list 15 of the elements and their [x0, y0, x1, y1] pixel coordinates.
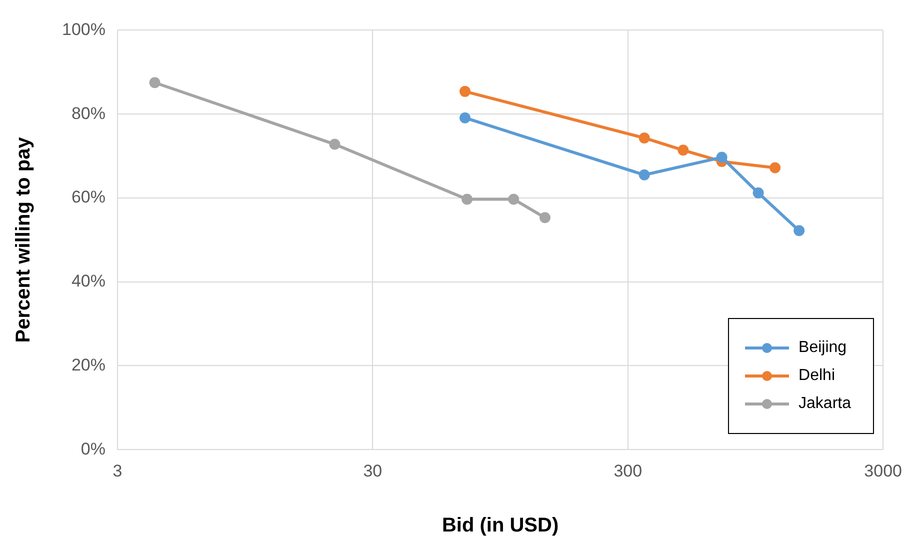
legend-label: Delhi	[798, 367, 835, 385]
y-axis-title: Percent willing to pay	[12, 136, 35, 343]
x-tick-label: 300	[614, 461, 642, 480]
y-tick-label: 80%	[71, 104, 106, 123]
y-tick-label: 100%	[62, 20, 106, 39]
legend-label: Beijing	[798, 339, 847, 357]
y-tick-label: 20%	[71, 355, 106, 374]
legend-label: Jakarta	[798, 395, 851, 413]
y-tick-label: 40%	[71, 272, 106, 291]
x-tick-label: 3	[112, 461, 122, 480]
x-tick-label: 3000	[864, 461, 902, 480]
x-tick-label: 30	[363, 461, 382, 480]
y-tick-label: 0%	[80, 439, 106, 458]
y-tick-label: 60%	[71, 188, 106, 207]
x-axis-title: Bid (in USD)	[442, 514, 559, 537]
